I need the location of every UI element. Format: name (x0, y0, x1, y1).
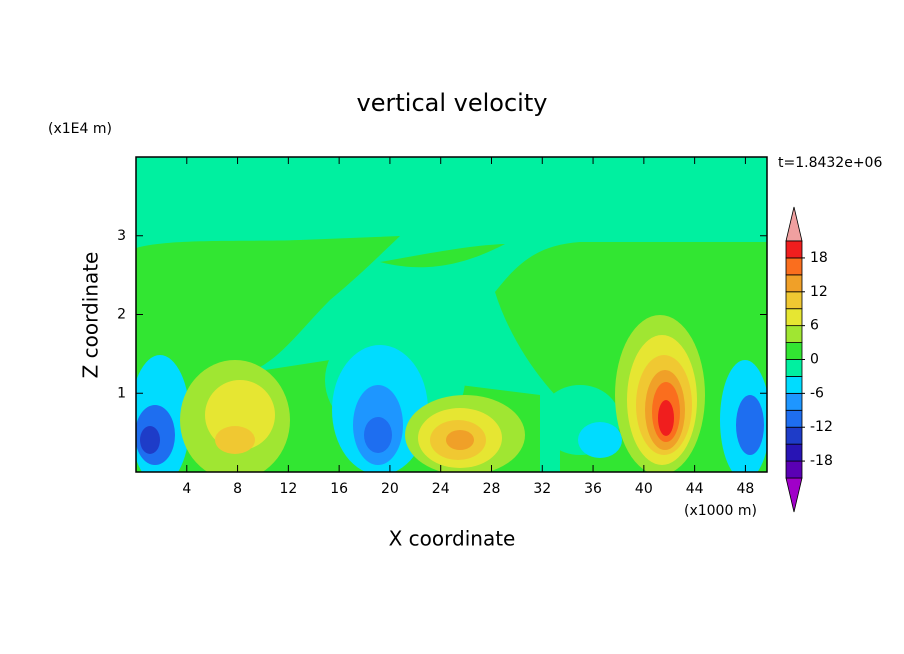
colorbar-box (785, 274, 803, 293)
colorbar-extension (785, 206, 803, 242)
chart-title: vertical velocity (357, 89, 548, 117)
colorbar-box (785, 342, 803, 360)
colorbar-tick-label: 6 (810, 318, 819, 334)
colorbar-box (785, 257, 803, 276)
y-unit: (x1E4 m) (48, 121, 112, 137)
x-tick-label: 8 (233, 481, 242, 497)
colorbar-box (785, 240, 803, 259)
colorbar-tick-label: 18 (810, 250, 828, 266)
colorbar-box (785, 409, 803, 428)
colorbar-box (785, 291, 803, 310)
colorbar-tick-label: 0 (810, 352, 819, 368)
colorbar-box (785, 325, 803, 343)
x-tick-label: 44 (686, 481, 704, 497)
x-tick-label: 20 (381, 481, 399, 497)
colorbar-box (785, 376, 803, 394)
colorbar-extension (785, 477, 803, 513)
x-tick-label: 36 (584, 481, 602, 497)
x-tick-label: 24 (432, 481, 450, 497)
annotation: t=1.8432e+06 (778, 155, 882, 171)
x-tick-label: 28 (483, 481, 501, 497)
x-axis-label: X coordinate (389, 527, 516, 551)
y-tick-label: 2 (117, 307, 126, 323)
y-axis-label: Z coordinate (79, 252, 103, 379)
x-tick-label: 12 (279, 481, 297, 497)
colorbar-box (785, 460, 803, 479)
x-tick-label: 32 (533, 481, 551, 497)
x-tick-label: 40 (635, 481, 653, 497)
contour-field (136, 157, 767, 472)
colorbar-tick-label: -12 (810, 419, 833, 435)
colorbar-box (785, 392, 803, 411)
colorbar-tick-label: -18 (810, 453, 833, 469)
y-tick-label: 3 (117, 228, 126, 244)
y-tick-label: 1 (117, 385, 126, 401)
colorbar-box (785, 443, 803, 462)
colorbar-tick-label: 12 (810, 284, 828, 300)
x-tick-label: 16 (330, 481, 348, 497)
x-unit: (x1000 m) (684, 503, 757, 519)
colorbar-box (785, 359, 803, 377)
x-tick-label: 48 (737, 481, 755, 497)
colorbar-tick-label: -6 (810, 385, 824, 401)
x-tick-label: 4 (182, 481, 191, 497)
colorbar-box (785, 426, 803, 445)
colorbar-box (785, 308, 803, 327)
